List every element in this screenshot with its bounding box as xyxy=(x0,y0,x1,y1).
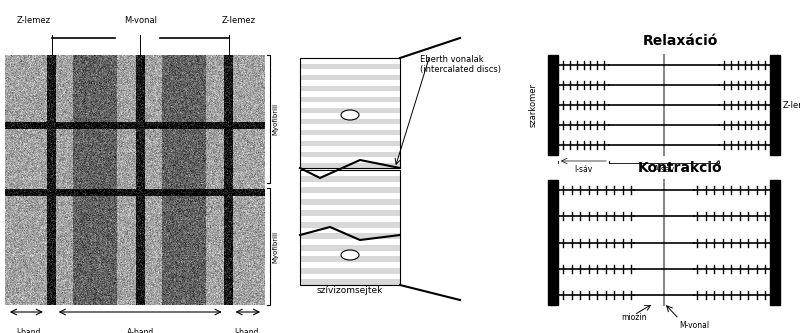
Bar xyxy=(770,55,780,155)
Bar xyxy=(548,55,780,155)
Text: szívizomsejtek: szívizomsejtek xyxy=(317,286,383,295)
Polygon shape xyxy=(300,108,400,113)
Polygon shape xyxy=(300,91,400,97)
Text: Relaxáció: Relaxáció xyxy=(642,34,718,48)
Polygon shape xyxy=(300,210,400,216)
Text: A-band: A-band xyxy=(126,328,154,333)
Polygon shape xyxy=(300,80,400,86)
Polygon shape xyxy=(300,163,400,168)
Polygon shape xyxy=(300,187,400,193)
Text: miozin: miozin xyxy=(622,313,646,322)
Text: A-sáv: A-sáv xyxy=(654,165,674,174)
Polygon shape xyxy=(300,193,400,199)
Polygon shape xyxy=(300,141,400,146)
Text: Myofibrili: Myofibrili xyxy=(272,103,278,135)
Bar xyxy=(770,180,780,305)
Text: M-vonal: M-vonal xyxy=(124,16,157,25)
Polygon shape xyxy=(300,130,400,135)
Polygon shape xyxy=(300,69,400,75)
Polygon shape xyxy=(300,262,400,268)
Polygon shape xyxy=(300,64,400,69)
Polygon shape xyxy=(300,239,400,245)
Bar xyxy=(548,55,558,155)
Polygon shape xyxy=(300,152,400,157)
Polygon shape xyxy=(300,222,400,227)
Polygon shape xyxy=(300,204,400,210)
Polygon shape xyxy=(300,181,400,187)
Polygon shape xyxy=(300,256,400,262)
Polygon shape xyxy=(300,233,400,239)
Text: aktin: aktin xyxy=(560,60,579,69)
Polygon shape xyxy=(300,157,400,163)
Polygon shape xyxy=(300,245,400,250)
Polygon shape xyxy=(300,113,400,119)
Polygon shape xyxy=(300,216,400,222)
Polygon shape xyxy=(300,86,400,91)
Polygon shape xyxy=(300,170,400,176)
Bar xyxy=(548,180,558,305)
Polygon shape xyxy=(300,199,400,204)
Polygon shape xyxy=(300,268,400,273)
Text: I-band: I-band xyxy=(16,328,41,333)
Polygon shape xyxy=(300,75,400,80)
Polygon shape xyxy=(300,250,400,256)
Polygon shape xyxy=(300,279,400,285)
Polygon shape xyxy=(300,135,400,141)
Polygon shape xyxy=(300,58,400,64)
Text: Eberth vonalak
(intercalated discs): Eberth vonalak (intercalated discs) xyxy=(420,55,501,74)
Polygon shape xyxy=(300,97,400,102)
Text: I-band: I-band xyxy=(234,328,259,333)
Polygon shape xyxy=(300,119,400,124)
Text: M-vonal: M-vonal xyxy=(679,321,709,330)
Text: I-sáv: I-sáv xyxy=(574,165,593,174)
Text: Kontrakció: Kontrakció xyxy=(638,161,722,175)
Polygon shape xyxy=(300,273,400,279)
Bar xyxy=(548,180,780,305)
Polygon shape xyxy=(300,227,400,233)
Text: Z-lemez: Z-lemez xyxy=(17,16,51,25)
Text: Z-lemez: Z-lemez xyxy=(222,16,256,25)
Text: Myofibrili: Myofibrili xyxy=(272,230,278,262)
Ellipse shape xyxy=(341,110,359,120)
Polygon shape xyxy=(300,176,400,181)
Polygon shape xyxy=(300,146,400,152)
Text: szarkomer: szarkomer xyxy=(529,83,538,127)
Polygon shape xyxy=(300,102,400,108)
Text: Z-lemez: Z-lemez xyxy=(783,101,800,110)
Ellipse shape xyxy=(341,250,359,260)
Polygon shape xyxy=(300,124,400,130)
